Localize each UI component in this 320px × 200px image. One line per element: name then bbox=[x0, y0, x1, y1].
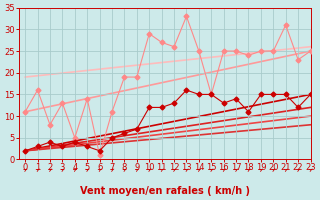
X-axis label: Vent moyen/en rafales ( km/h ): Vent moyen/en rafales ( km/h ) bbox=[80, 186, 250, 196]
